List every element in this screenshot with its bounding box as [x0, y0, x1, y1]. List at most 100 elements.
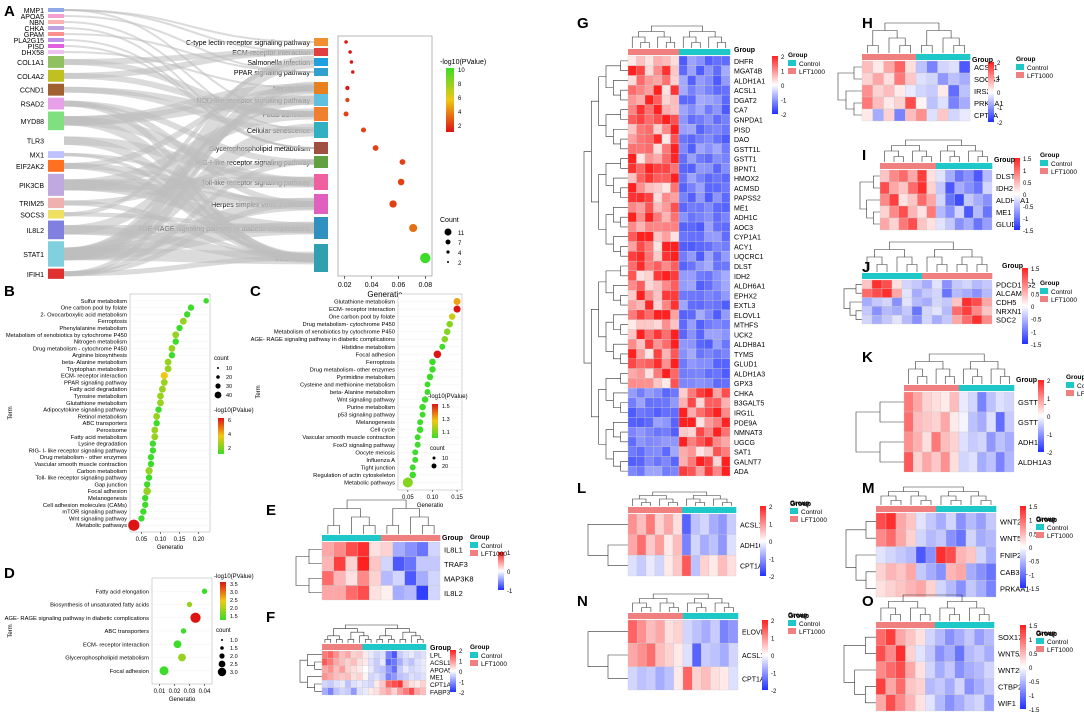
dendrogram-branch [605, 65, 621, 89]
heatmap-cell [379, 665, 386, 674]
heatmap-cell [704, 358, 714, 369]
heatmap-cell [965, 512, 977, 530]
heatmap-cell [420, 680, 427, 688]
group-annotation-cell [327, 644, 334, 650]
heatmap-cell [907, 217, 918, 231]
heatmap-cell [627, 202, 637, 213]
gene-label: PAPSS2 [734, 196, 761, 203]
heatmap-cell [391, 658, 398, 666]
legend-label-lft1000: LFT1000 [1051, 169, 1077, 176]
heatmap-cell [701, 619, 711, 644]
heatmap-cell [982, 181, 993, 195]
x-tick-label: 0.10 [427, 495, 439, 501]
dendrogram-branch [605, 321, 614, 352]
colorbar-tick: 4 [458, 110, 462, 116]
heatmap-cell [687, 300, 697, 311]
dendrogram-branch [605, 270, 621, 294]
heatmap-cell [712, 173, 722, 184]
heatmap-cell [653, 202, 663, 213]
heatmap-cell [362, 658, 369, 666]
heatmap-cell [931, 431, 941, 453]
data-point [147, 454, 155, 461]
heatmap-cell [416, 556, 429, 572]
data-point [441, 335, 449, 343]
heatmap-cell [935, 546, 947, 564]
heatmap-cell [695, 339, 705, 350]
heatmap-cell [644, 397, 654, 408]
heatmap-cell [721, 55, 731, 66]
heatmap-cell [977, 451, 987, 473]
heatmap-cell [661, 319, 671, 330]
dendrogram-branch [638, 31, 665, 37]
gene-box [48, 56, 64, 68]
heatmap-cell [712, 397, 722, 408]
heatmap-cell [977, 431, 987, 453]
heatmap-cell [636, 114, 646, 125]
heatmap-cell [875, 645, 886, 662]
heatmap-cell [712, 387, 722, 399]
heatmap-cell [636, 280, 646, 291]
group-annotation-cell [931, 385, 941, 391]
legend-swatch-control [790, 508, 798, 514]
heatmap-cell [644, 124, 654, 135]
heatmap-cell [644, 466, 654, 477]
heatmap-cell [678, 397, 688, 408]
gene-label-mx1: MX1 [30, 153, 45, 160]
data-point [433, 350, 442, 359]
heatmap-cell [708, 534, 719, 556]
colorbar-tick: -1 [1023, 217, 1029, 223]
heatmap-cell [644, 417, 654, 428]
legend-label-lft1000: LFT1000 [1051, 297, 1077, 304]
heatmap-cell [687, 124, 697, 135]
data-point [168, 344, 176, 352]
x-tick-label: 0.01 [154, 689, 166, 695]
gene-label: AOC3 [734, 225, 753, 232]
heatmap-cell [644, 319, 654, 330]
heatmap-cell [687, 251, 697, 262]
heatmap-cell [653, 290, 663, 301]
dendrogram-branch [884, 22, 940, 31]
heatmap-cell [408, 650, 415, 659]
heatmap-cell [704, 290, 714, 301]
heatmap-cell [357, 570, 370, 586]
legend-swatch-lft1000 [470, 550, 478, 556]
heatmap-cell [678, 231, 688, 242]
group-annotation-cell [322, 535, 335, 541]
heatmap-cell [704, 456, 714, 467]
heatmap-cell [687, 94, 697, 105]
heatmap-cell [661, 173, 671, 184]
heatmap-cell [717, 555, 728, 577]
heatmap-cell [895, 512, 907, 530]
heatmap-cell [653, 397, 663, 408]
heatmap-cell [636, 202, 646, 213]
heatmap-cell [637, 619, 647, 644]
legend-title: -log10(PValue) [428, 394, 468, 400]
dendrogram-branch [598, 174, 606, 230]
heatmap-cell [356, 672, 363, 681]
group-annotation-cell [959, 385, 969, 391]
heatmap-cell [704, 309, 714, 320]
heatmap-cell [420, 658, 427, 666]
data-point [402, 477, 413, 488]
heatmap-cell [885, 645, 896, 662]
heatmap-cell [965, 563, 977, 581]
heatmap-cell [344, 672, 352, 681]
colorbar-tick: -1 [507, 589, 513, 595]
panel-label-l: L [577, 480, 586, 497]
heatmap-cell [915, 678, 926, 695]
heatmap-cell [935, 217, 946, 231]
data-point [399, 159, 406, 165]
heatmap-cell [721, 270, 731, 281]
term-label: Ferroptosis [98, 319, 127, 325]
dendrogram-branch [963, 368, 978, 384]
legend-swatch-control [788, 60, 796, 66]
gene-label: B3GALT5 [734, 401, 764, 408]
heatmap-cell [661, 358, 671, 369]
heatmap-cell [350, 665, 357, 674]
data-point [201, 588, 208, 594]
heatmap-cell [373, 650, 380, 659]
dendrogram-branch [893, 156, 904, 162]
dendrogram-branch [880, 607, 896, 621]
heatmap-cell [974, 694, 985, 712]
